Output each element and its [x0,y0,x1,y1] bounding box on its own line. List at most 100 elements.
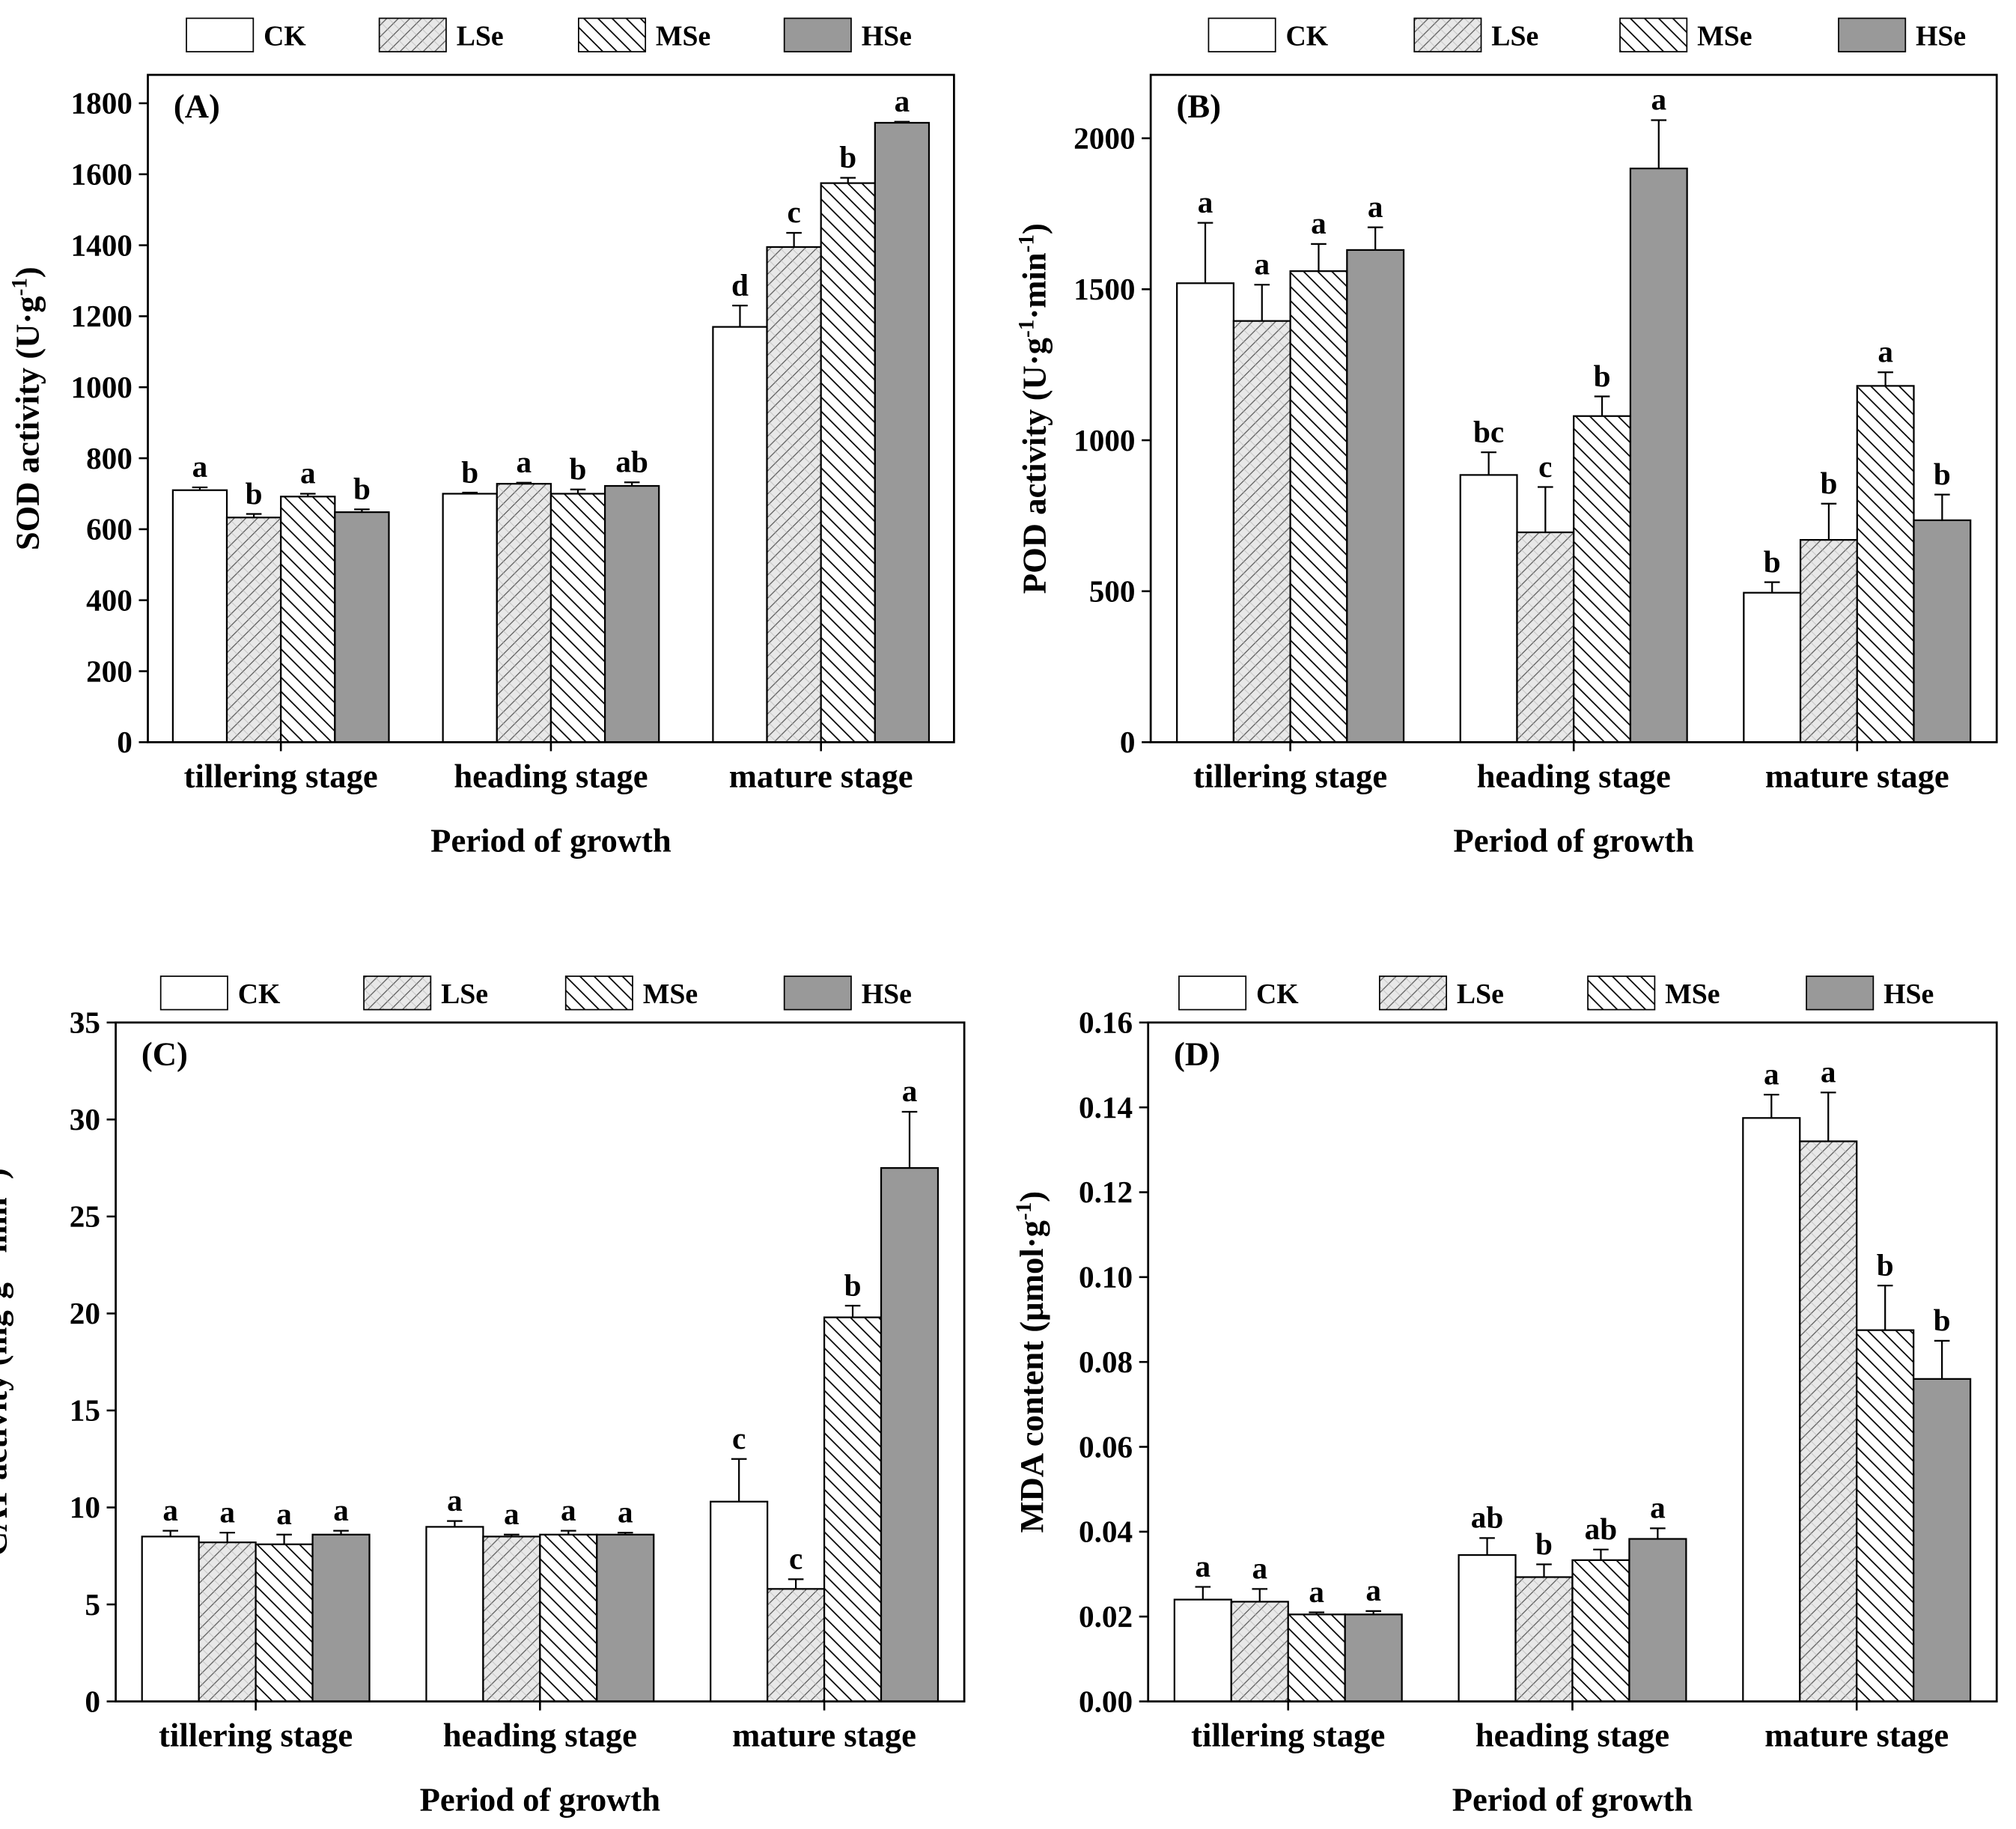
bar-mse [539,1533,598,1702]
legend-label: CK [1256,979,1299,1010]
legend-swatch [1838,17,1907,52]
x-tick-label: heading stage [1476,1717,1669,1754]
bar-ck [1742,1117,1801,1702]
panel-label: (D) [1174,1035,1220,1072]
bar-ck [1173,1598,1232,1702]
panel-label: (C) [141,1035,188,1072]
y-tick-label: 2000 [1074,121,1135,155]
legend-item-ck: CK [186,17,306,52]
bar-lse [1799,1140,1858,1702]
y-axis-title-part: CAT activity (mg·g [0,1282,14,1556]
legend-label: MSe [1665,979,1720,1010]
bar-lse [1516,531,1575,743]
y-tick-label: 1000 [1074,423,1135,457]
bar-hse [311,1533,371,1702]
y-axis-title-part: ·min [0,1197,14,1264]
y-tick-label: 1500 [1074,272,1135,306]
legend-label: HSe [1916,20,1966,52]
significance-letter: bc [1473,414,1504,448]
legend-label: CK [238,979,281,1010]
x-tick-label: mature stage [1765,757,1949,794]
significance-letter: b [844,1267,862,1302]
x-tick-label: mature stage [729,757,913,794]
x-tick-label: mature stage [732,1717,916,1754]
y-tick-label: 1000 [70,370,132,404]
significance-letter: a [1368,189,1383,224]
significance-letter: c [1538,449,1552,484]
bar-hse [596,1533,655,1702]
significance-letter: a [1252,1551,1267,1586]
legend-swatch [363,976,432,1011]
legend-item-mse: MSe [1619,17,1752,52]
y-tick-label: 0.02 [1079,1599,1133,1634]
bar-lse [1232,320,1291,743]
significance-letter: a [561,1493,576,1527]
x-tick-label: mature stage [1764,1717,1949,1754]
y-tick-label: 10 [70,1490,100,1524]
bar-hse [1346,249,1405,743]
panel-b: CK LSe MSe HSe a bc b a c b a b a a a b 0 500 1000 1500 2000… [1014,17,1998,859]
x-tick-label: heading stage [1477,757,1671,794]
panel-label: (A) [174,88,220,125]
legend-item-lse: LSe [363,976,488,1011]
y-tick-label: 0 [85,1684,100,1718]
y-axis-title-part: POD activity (U·g [1015,338,1053,594]
legend-swatch [1378,976,1448,1011]
y-axis-title-superscript: -1 [1014,234,1038,252]
bar-lse [225,517,282,743]
y-tick-label: 0.12 [1079,1175,1133,1209]
significance-letter: b [1934,1303,1951,1337]
legend-swatch [1413,17,1482,52]
significance-letter: a [1650,1491,1666,1525]
bar-mse [1573,415,1632,743]
y-axis-title-part: ) [9,267,46,278]
legend-label: LSe [1457,979,1504,1010]
bar-hse [880,1166,940,1702]
significance-letter: a [1309,1574,1324,1609]
legend-item-mse: MSe [1587,976,1720,1011]
significance-letter: a [162,1493,178,1527]
significance-letter: a [1821,1055,1836,1089]
legend-item-mse: MSe [564,976,698,1011]
y-axis-title-part: ) [1015,223,1053,234]
legend-swatch [564,976,633,1011]
significance-letter: a [192,449,208,484]
y-axis-title-part: ) [0,1168,14,1179]
y-tick-label: 1800 [70,86,132,121]
x-axis-title: Period of growth [1452,1781,1693,1819]
legend-item-ck: CK [159,976,281,1011]
x-tick-label: tillering stage [1193,757,1387,794]
significance-letter: a [300,456,316,490]
bar-ck [425,1526,484,1702]
bar-ck [710,1500,769,1702]
y-axis-title-part: MDA content (µmol·g [1013,1220,1050,1533]
y-tick-label: 20 [70,1296,100,1330]
y-axis-title-part: ) [1013,1191,1050,1202]
legend-swatch [159,976,228,1011]
significance-letter: a [1198,185,1213,219]
y-axis-title-part: SOD activity (U·g [9,296,46,550]
legend-swatch [1806,976,1875,1011]
significance-letter: a [895,84,910,118]
significance-letter: d [731,267,749,302]
y-tick-label: 0.14 [1079,1090,1133,1125]
significance-letter: b [246,476,263,511]
significance-letter: a [902,1074,918,1108]
bar-ck [171,489,228,743]
y-tick-label: 800 [86,441,133,475]
y-tick-label: 1600 [70,156,132,191]
significance-letter: a [1196,1549,1211,1583]
y-tick-label: 0.04 [1079,1515,1133,1549]
legend-item-hse: HSe [1806,976,1934,1011]
bar-hse [1344,1613,1403,1702]
bar-hse [1913,519,1972,743]
y-tick-label: 1200 [70,299,132,333]
legend-swatch [783,17,852,52]
significance-letter: a [219,1494,235,1529]
legend-item-lse: LSe [1378,976,1504,1011]
y-tick-label: 600 [86,512,133,547]
panel-c: CK LSe MSe HSe a a c a a c a a b a a a 0 5 10 15 20 25 30 35 til… [0,976,966,1819]
bar-mse [1289,270,1348,743]
